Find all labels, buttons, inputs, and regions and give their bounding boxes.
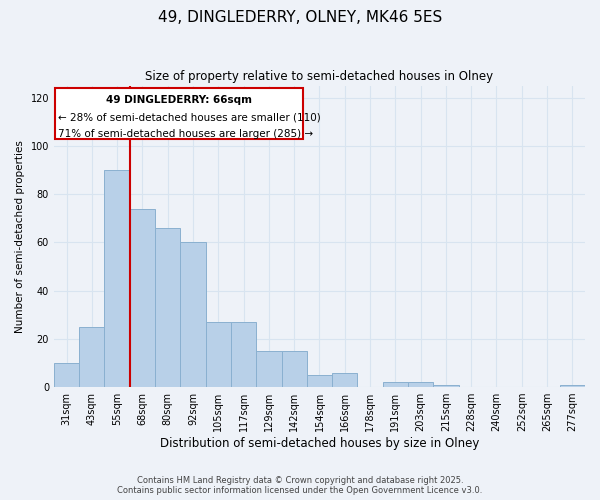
Bar — [231, 322, 256, 387]
Bar — [560, 384, 585, 387]
Bar — [256, 351, 281, 387]
Bar — [79, 327, 104, 387]
Text: Contains HM Land Registry data © Crown copyright and database right 2025.
Contai: Contains HM Land Registry data © Crown c… — [118, 476, 482, 495]
Y-axis label: Number of semi-detached properties: Number of semi-detached properties — [15, 140, 25, 333]
Bar — [281, 351, 307, 387]
Bar — [307, 375, 332, 387]
Text: 71% of semi-detached houses are larger (285) →: 71% of semi-detached houses are larger (… — [58, 129, 313, 139]
Text: 49, DINGLEDERRY, OLNEY, MK46 5ES: 49, DINGLEDERRY, OLNEY, MK46 5ES — [158, 10, 442, 25]
Bar — [181, 242, 206, 387]
Title: Size of property relative to semi-detached houses in Olney: Size of property relative to semi-detach… — [145, 70, 494, 83]
Bar — [155, 228, 181, 387]
Bar — [130, 208, 155, 387]
FancyBboxPatch shape — [55, 88, 303, 138]
Bar — [206, 322, 231, 387]
Text: 49 DINGLEDERRY: 66sqm: 49 DINGLEDERRY: 66sqm — [106, 95, 252, 105]
Bar — [54, 363, 79, 387]
Bar — [383, 382, 408, 387]
Bar — [408, 382, 433, 387]
Bar — [104, 170, 130, 387]
X-axis label: Distribution of semi-detached houses by size in Olney: Distribution of semi-detached houses by … — [160, 437, 479, 450]
Bar — [433, 384, 458, 387]
Bar — [332, 372, 358, 387]
Text: ← 28% of semi-detached houses are smaller (110): ← 28% of semi-detached houses are smalle… — [58, 112, 320, 122]
